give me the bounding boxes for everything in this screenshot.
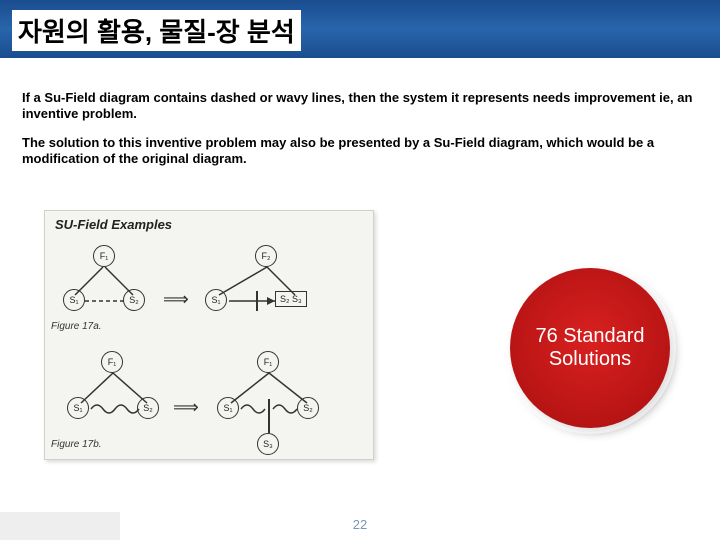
diagram-heading: SU-Field Examples — [55, 217, 172, 232]
edges-a-left — [63, 245, 153, 315]
solutions-badge-text: 76 Standard Solutions — [536, 325, 645, 371]
paragraph-2: The solution to this inventive problem m… — [22, 135, 698, 168]
figure-label-a: Figure 17a. — [51, 321, 102, 332]
transform-arrow-1: ⟹ — [163, 289, 185, 310]
transform-arrow-2: ⟹ — [173, 397, 195, 418]
title-bar: 자원의 활용, 물질-장 분석 — [0, 0, 720, 58]
edges-b-left — [67, 351, 167, 426]
solutions-badge: 76 Standard Solutions — [510, 268, 670, 428]
badge-line-1: 76 Standard — [536, 325, 645, 347]
page-number: 22 — [353, 517, 367, 532]
sufield-diagram: SU-Field Examples F₁ S₁ S₂ ⟹ F₂ S₁ S₂ S₃… — [44, 210, 374, 460]
badge-line-2: Solutions — [549, 348, 631, 370]
paragraph-1: If a Su-Field diagram contains dashed or… — [22, 90, 698, 123]
figure-label-b: Figure 17b. — [51, 439, 102, 450]
footer-decoration — [0, 512, 120, 540]
edges-b-right — [217, 351, 327, 461]
edges-a-right — [205, 245, 345, 315]
page-title: 자원의 활용, 물질-장 분석 — [12, 10, 301, 51]
body-text: If a Su-Field diagram contains dashed or… — [0, 58, 720, 167]
